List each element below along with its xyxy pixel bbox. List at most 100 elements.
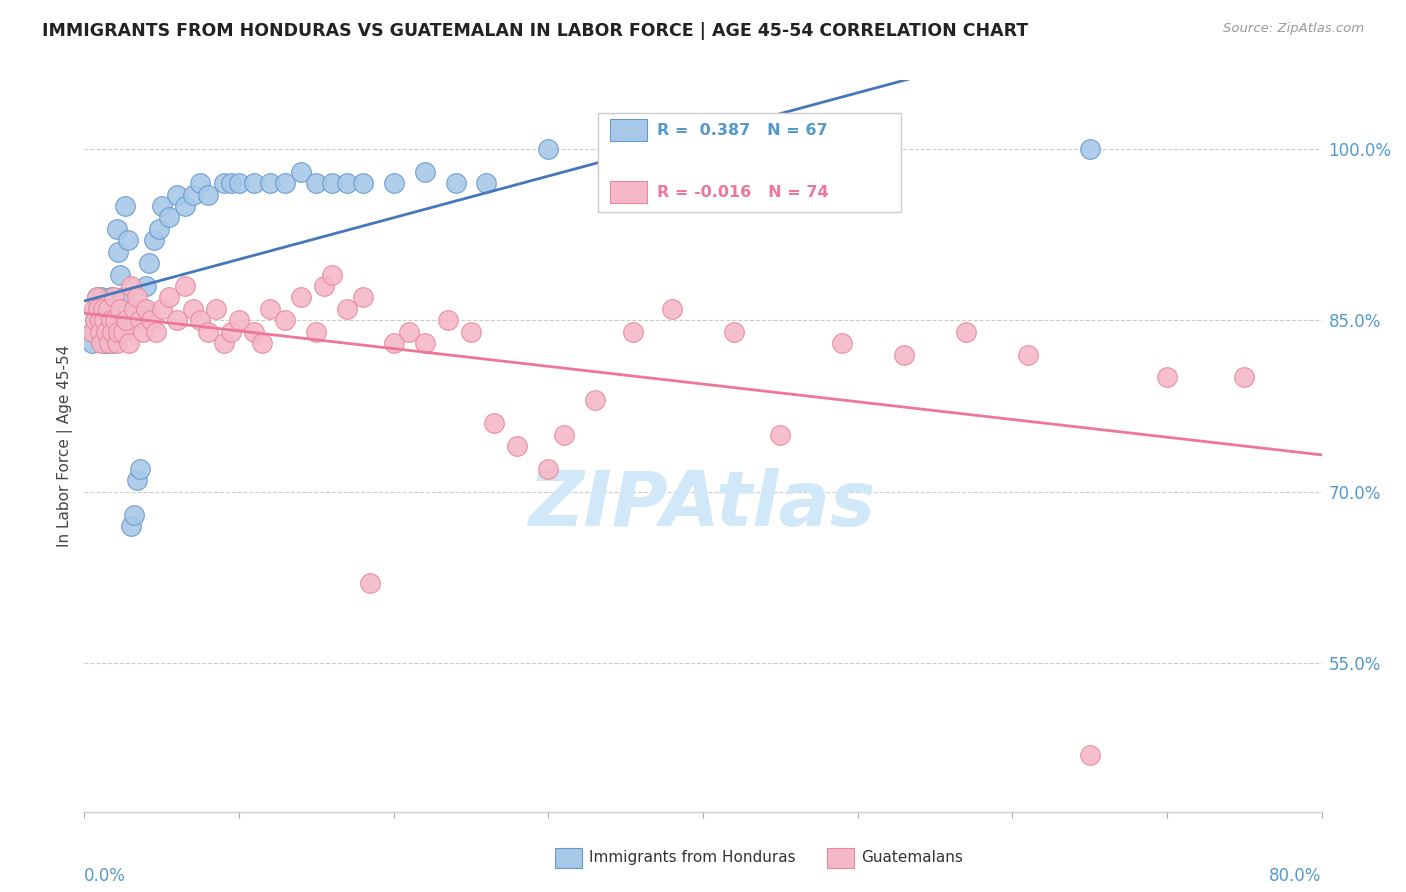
Point <box>553 427 575 442</box>
Point <box>212 336 235 351</box>
Point <box>108 268 131 282</box>
Point <box>101 325 124 339</box>
Point <box>84 313 107 327</box>
Point <box>197 325 219 339</box>
FancyBboxPatch shape <box>610 119 647 141</box>
Point <box>122 301 145 316</box>
Point <box>352 176 374 190</box>
Point <box>243 325 266 339</box>
Point <box>132 301 155 316</box>
Point <box>94 325 117 339</box>
Text: Source: ZipAtlas.com: Source: ZipAtlas.com <box>1223 22 1364 36</box>
Point <box>97 301 120 316</box>
Point <box>107 244 129 259</box>
Point <box>398 325 420 339</box>
Point <box>112 290 135 304</box>
Point <box>143 233 166 247</box>
Point <box>100 313 122 327</box>
Point <box>290 165 312 179</box>
Point <box>118 336 141 351</box>
Point <box>89 313 111 327</box>
Point <box>955 325 977 339</box>
Point <box>98 325 121 339</box>
Point <box>97 336 120 351</box>
Point <box>259 301 281 316</box>
Text: 80.0%: 80.0% <box>1270 866 1322 885</box>
Text: R = -0.016   N = 74: R = -0.016 N = 74 <box>657 185 830 200</box>
Point <box>83 325 105 339</box>
Point <box>212 176 235 190</box>
Point <box>89 325 111 339</box>
Point <box>94 301 117 316</box>
Point <box>382 176 405 190</box>
Point <box>91 301 114 316</box>
Point <box>104 325 127 339</box>
Point <box>506 439 529 453</box>
Point <box>139 313 162 327</box>
Point <box>159 211 181 225</box>
FancyBboxPatch shape <box>827 847 853 868</box>
Point <box>321 268 343 282</box>
Point <box>831 336 853 351</box>
Point <box>105 222 128 236</box>
Point <box>274 176 297 190</box>
Point <box>188 313 212 327</box>
Point <box>221 176 243 190</box>
Point <box>135 279 157 293</box>
Point <box>91 301 114 316</box>
Point <box>174 199 197 213</box>
Point <box>91 325 114 339</box>
Point <box>437 313 460 327</box>
Point <box>537 142 560 156</box>
Point <box>1078 142 1101 156</box>
Point <box>120 279 142 293</box>
Point <box>893 348 915 362</box>
Point <box>1156 370 1178 384</box>
Point <box>145 325 167 339</box>
Point <box>82 325 104 339</box>
Point <box>132 325 155 339</box>
Point <box>159 290 181 304</box>
Point <box>188 176 212 190</box>
Point <box>314 279 336 293</box>
Point <box>336 301 359 316</box>
Point <box>89 301 111 316</box>
Point <box>537 462 560 476</box>
Point <box>115 313 138 327</box>
Point <box>252 336 274 351</box>
Point <box>460 325 482 339</box>
Point <box>93 336 115 351</box>
Point <box>150 301 173 316</box>
Point <box>181 187 204 202</box>
Point <box>661 142 683 156</box>
Point <box>90 290 112 304</box>
Point <box>122 508 145 522</box>
Point <box>125 473 148 487</box>
Text: Immigrants from Honduras: Immigrants from Honduras <box>589 850 796 865</box>
Point <box>83 301 105 316</box>
Point <box>86 290 108 304</box>
Point <box>221 325 243 339</box>
Point <box>86 301 108 316</box>
Y-axis label: In Labor Force | Age 45-54: In Labor Force | Age 45-54 <box>58 345 73 547</box>
Point <box>125 290 148 304</box>
Point <box>84 313 107 327</box>
Point <box>97 313 120 327</box>
Point <box>93 313 115 327</box>
Point <box>135 301 157 316</box>
Point <box>413 165 436 179</box>
Point <box>228 176 250 190</box>
Text: R =  0.387   N = 67: R = 0.387 N = 67 <box>657 122 828 137</box>
Point <box>98 301 121 316</box>
Point <box>166 187 188 202</box>
Point <box>181 301 204 316</box>
Point <box>105 336 128 351</box>
Point <box>259 176 281 190</box>
Point <box>243 176 266 190</box>
Point <box>82 336 104 351</box>
Point <box>93 313 115 327</box>
Point <box>599 142 621 156</box>
Point <box>846 142 869 156</box>
Point <box>382 336 405 351</box>
Point <box>108 301 131 316</box>
